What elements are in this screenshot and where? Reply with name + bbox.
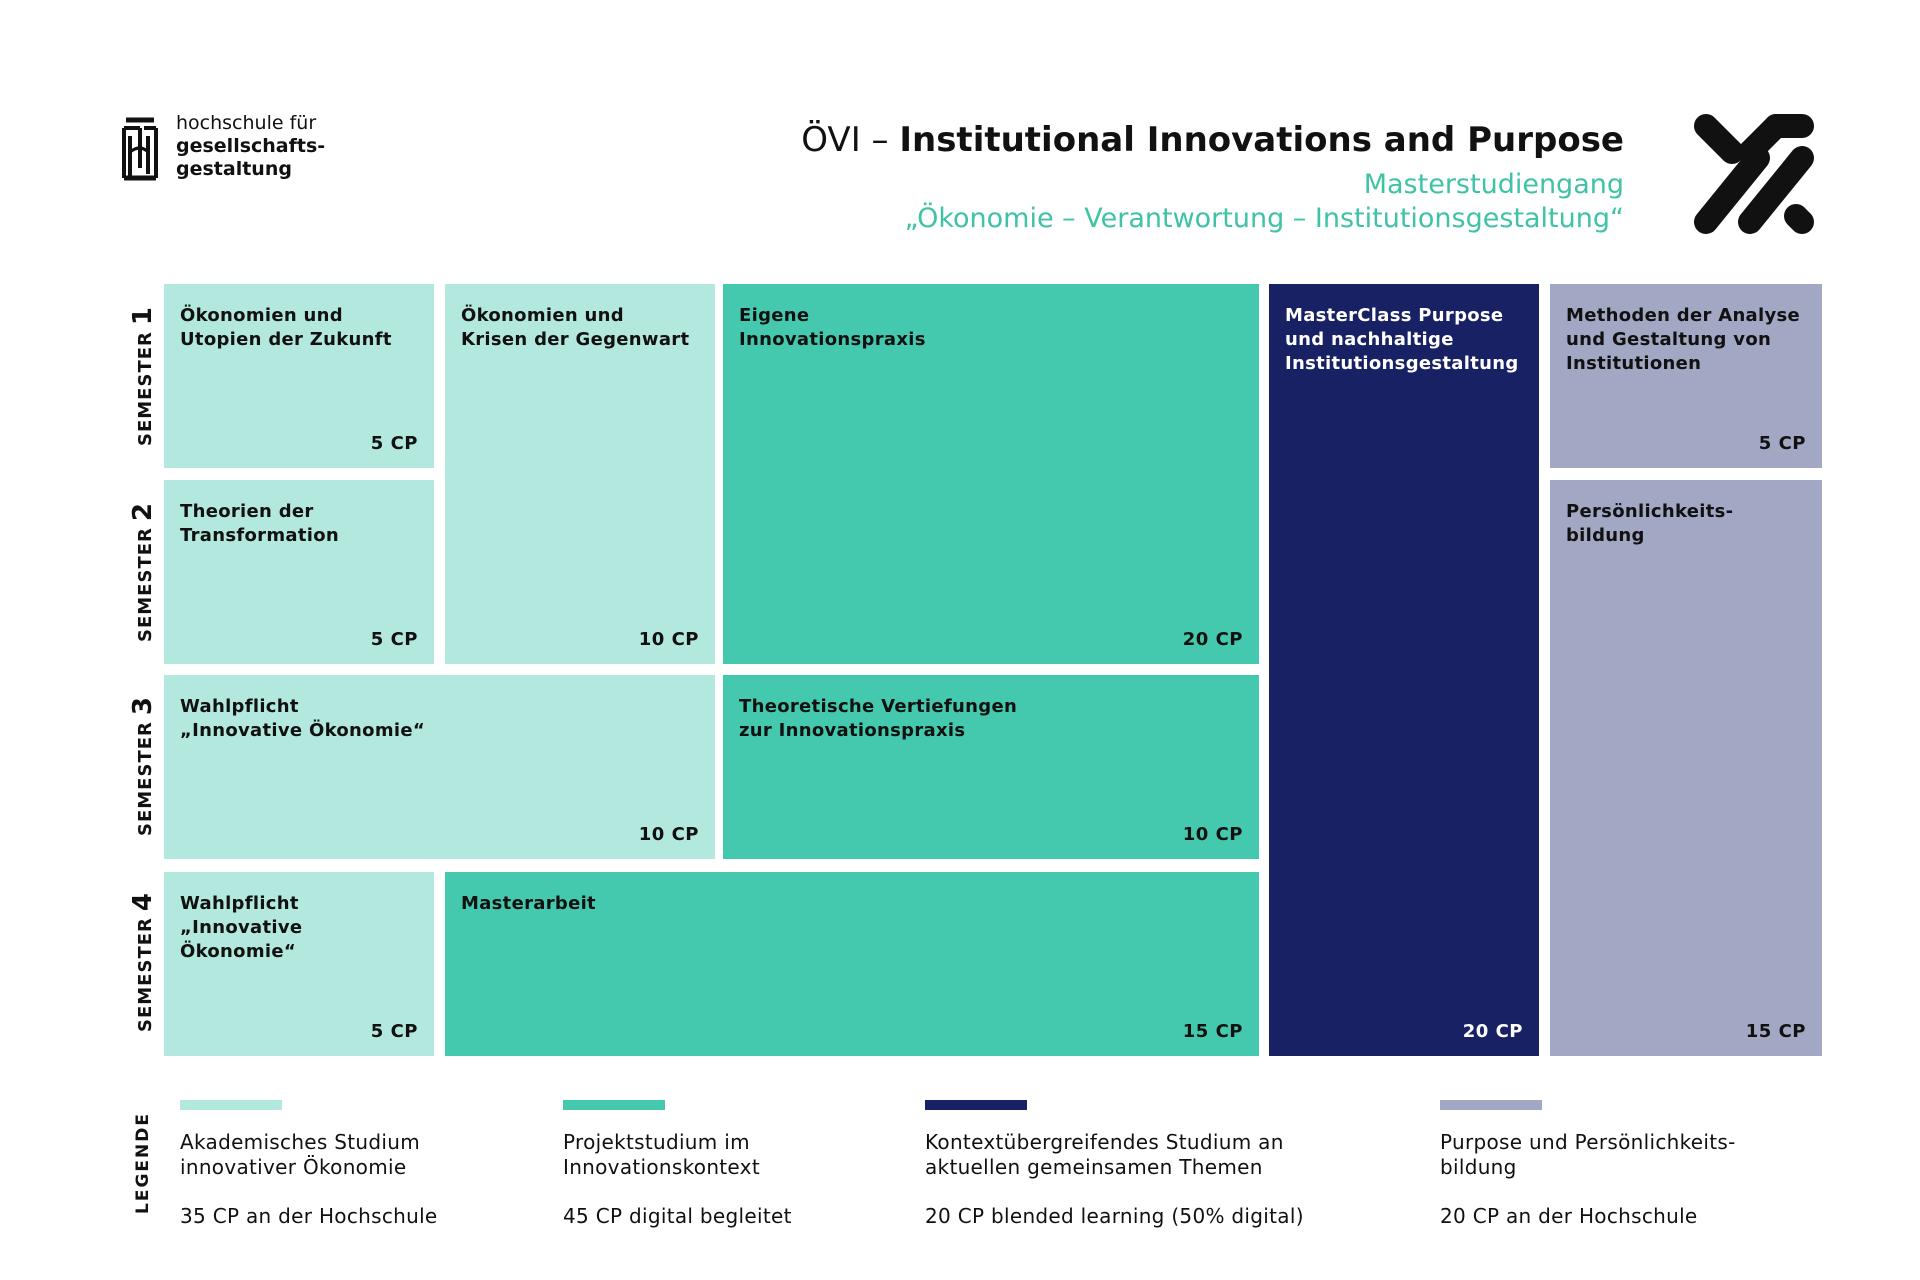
module-title-line: Theorien der: [180, 501, 314, 522]
module-masterarbeit: Masterarbeit 15 CP: [445, 872, 1259, 1056]
legend-title-line: Purpose und Persönlichkeits-: [1440, 1130, 1736, 1154]
legend-swatch: [1440, 1100, 1542, 1110]
module-masterclass-purpose: MasterClass Purpose und nachhaltige Inst…: [1269, 284, 1539, 1056]
module-title-line: Theoretische Vertiefungen: [739, 696, 1018, 717]
legend-title: Akademisches Studium innovativer Ökonomi…: [180, 1130, 600, 1180]
semester-label-4: SEMESTER 4: [128, 872, 158, 1052]
legend-title-line: bildung: [1440, 1155, 1517, 1179]
module-eigene-innovationspraxis: Eigene Innovationspraxis 20 CP: [723, 284, 1259, 664]
legend-title-line: Akademisches Studium: [180, 1130, 421, 1154]
semester-label-2: SEMESTER 2: [128, 482, 158, 662]
semester-3-number: 3: [128, 696, 158, 716]
program-logo-icon: [1694, 114, 1814, 234]
title-prefix: ÖVI –: [801, 120, 900, 160]
module-credits: 5 CP: [370, 433, 418, 454]
legend-title-line: Innovationskontext: [563, 1155, 760, 1179]
module-theoretische-vertiefungen: Theoretische Vertiefungen zur Innovation…: [723, 675, 1259, 859]
semester-4-word: SEMESTER: [135, 917, 156, 1032]
module-title-line: Transformation: [180, 525, 339, 546]
module-oekonomien-utopien: Ökonomien und Utopien der Zukunft 5 CP: [164, 284, 434, 468]
module-persoenlichkeitsbildung: Persönlichkeits- bildung 15 CP: [1550, 480, 1822, 1056]
title-main: Institutional Innovations and Purpose: [899, 120, 1624, 160]
subtitle-line-1: Masterstudiengang: [1363, 169, 1624, 200]
module-credits: 5 CP: [1758, 433, 1806, 454]
legend-title: Projektstudium im Innovationskontext: [563, 1130, 983, 1180]
module-title-line: Krisen der Gegenwart: [461, 329, 690, 350]
legend-credits: 20 CP an der Hochschule: [1440, 1204, 1698, 1228]
module-credits: 20 CP: [1182, 629, 1243, 650]
legend-label: LEGENDE: [128, 1108, 158, 1218]
module-credits: 15 CP: [1182, 1021, 1243, 1042]
module-title-line: MasterClass Purpose: [1285, 305, 1504, 326]
legend-title-line: innovativer Ökonomie: [180, 1155, 407, 1179]
module-credits: 5 CP: [370, 1021, 418, 1042]
module-theorien-transformation: Theorien der Transformation 5 CP: [164, 480, 434, 664]
legend-item-kontext: Kontextübergreifendes Studium an aktuell…: [925, 1100, 1345, 1228]
semester-label-1: SEMESTER 1: [128, 286, 158, 466]
module-oekonomien-krisen: Ökonomien und Krisen der Gegenwart 10 CP: [445, 284, 715, 664]
legend-credits: 35 CP an der Hochschule: [180, 1204, 438, 1228]
module-title-line: Institutionsgestaltung: [1285, 353, 1519, 374]
module-title-line: „Innovative Ökonomie“: [180, 720, 425, 741]
university-name-line-3: gestaltung: [176, 158, 292, 180]
legend-item-projekt: Projektstudium im Innovationskontext 45 …: [563, 1100, 983, 1228]
module-title-line: Institutionen: [1566, 353, 1702, 374]
subtitle-line-2: „Ökonomie – Verantwortung – Institutions…: [904, 203, 1624, 234]
semester-1-number: 1: [128, 306, 158, 326]
legend-label-text: LEGENDE: [133, 1112, 153, 1214]
module-title-line: und nachhaltige: [1285, 329, 1454, 350]
university-name-line-2: gesellschafts-: [176, 135, 326, 157]
legend-title-line: Projektstudium im: [563, 1130, 750, 1154]
legend-swatch: [563, 1100, 665, 1110]
semester-3-word: SEMESTER: [135, 721, 156, 836]
module-title-line: Methoden der Analyse: [1566, 305, 1801, 326]
legend-swatch: [180, 1100, 282, 1110]
module-title-line: Wahlpflicht: [180, 696, 299, 717]
semester-1-word: SEMESTER: [135, 331, 156, 446]
legend-title-line: aktuellen gemeinsamen Themen: [925, 1155, 1263, 1179]
module-credits: 15 CP: [1745, 1021, 1806, 1042]
semester-4-number: 4: [128, 892, 158, 912]
module-title-line: Utopien der Zukunft: [180, 329, 392, 350]
module-credits: 5 CP: [370, 629, 418, 650]
semester-label-3: SEMESTER 3: [128, 676, 158, 856]
university-name: hochschule für gesellschafts- gestaltung: [176, 112, 376, 181]
module-credits: 20 CP: [1462, 1021, 1523, 1042]
page-title: ÖVI – Institutional Innovations and Purp…: [624, 118, 1624, 162]
module-title-line: Wahlpflicht: [180, 893, 299, 914]
module-credits: 10 CP: [1182, 824, 1243, 845]
module-title-line: zur Innovationspraxis: [739, 720, 966, 741]
module-title-line: Ökonomien und: [180, 305, 343, 326]
legend-credits: 45 CP digital begleitet: [563, 1204, 792, 1228]
legend-item-purpose: Purpose und Persönlichkeits- bildung 20 …: [1440, 1100, 1860, 1228]
module-title-line: Ökonomien und: [461, 305, 624, 326]
university-name-line-1: hochschule für: [176, 112, 317, 134]
module-title-line: bildung: [1566, 525, 1645, 546]
legend-title: Kontextübergreifendes Studium an aktuell…: [925, 1130, 1345, 1180]
module-title-line: Innovationspraxis: [739, 329, 926, 350]
legend-title: Purpose und Persönlichkeits- bildung: [1440, 1130, 1860, 1180]
module-title-line: Persönlichkeits-: [1566, 501, 1734, 522]
module-wahlpflicht-sem3: Wahlpflicht „Innovative Ökonomie“ 10 CP: [164, 675, 715, 859]
legend-item-akademisch: Akademisches Studium innovativer Ökonomi…: [180, 1100, 600, 1228]
module-title-line: „Innovative Ökonomie“: [180, 917, 303, 962]
legend-credits: 20 CP blended learning (50% digital): [925, 1204, 1304, 1228]
module-title-line: Masterarbeit: [461, 893, 596, 914]
legend-swatch: [925, 1100, 1027, 1110]
module-title-line: Eigene: [739, 305, 810, 326]
title-block: ÖVI – Institutional Innovations and Purp…: [624, 118, 1624, 236]
semester-2-number: 2: [128, 502, 158, 522]
semester-2-word: SEMESTER: [135, 527, 156, 642]
university-logo-icon: [122, 117, 158, 181]
module-title-line: und Gestaltung von: [1566, 329, 1772, 350]
legend-title-line: Kontextübergreifendes Studium an: [925, 1130, 1284, 1154]
module-methoden-analyse: Methoden der Analyse und Gestaltung von …: [1550, 284, 1822, 468]
module-credits: 10 CP: [638, 824, 699, 845]
module-credits: 10 CP: [638, 629, 699, 650]
module-wahlpflicht-sem4: Wahlpflicht „Innovative Ökonomie“ 5 CP: [164, 872, 434, 1056]
